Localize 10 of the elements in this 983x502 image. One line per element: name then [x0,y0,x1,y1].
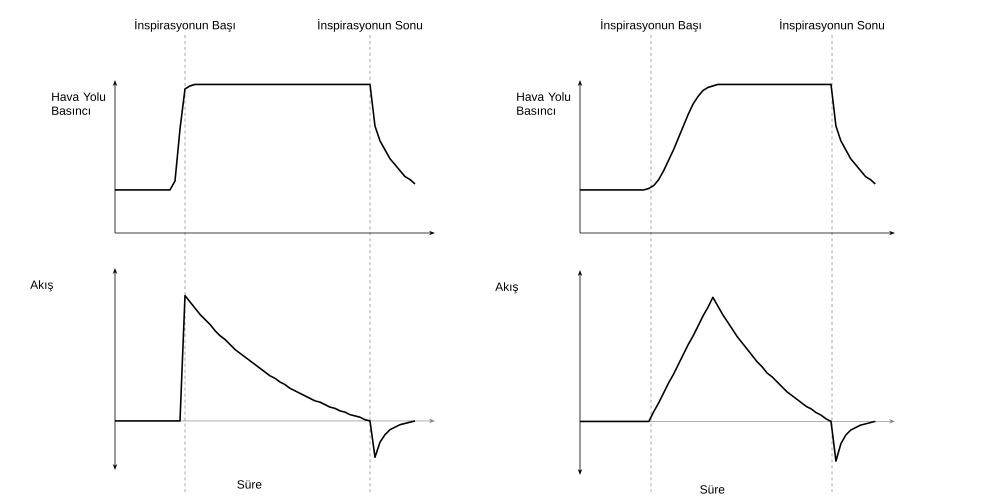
y-axis-title: Hava Yolu Basıncı [517,92,570,115]
y-axis-title: Hava Yolu Basıncı [52,92,106,115]
text: İnspirasyonun Sonu [780,18,884,32]
text: İnspirasyonun Başı [135,18,235,32]
x-axis-title: Süre [237,480,262,489]
x-axis-title: Süre [700,485,724,494]
text: İnspirasyonun Başı [601,18,701,32]
y-axis-title: Akış [495,282,518,294]
y-axis-title: Akış [30,280,54,292]
text: İnspirasyonun Sonu [318,18,422,32]
